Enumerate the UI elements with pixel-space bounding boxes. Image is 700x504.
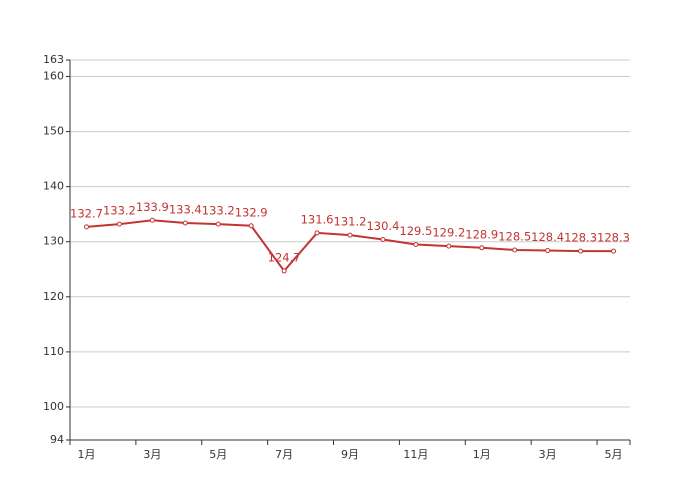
point: [248, 223, 254, 229]
x-tick-label: 5月: [209, 448, 227, 461]
value-label: 128.4: [531, 230, 564, 244]
value-label: 129.5: [399, 224, 432, 238]
point: [479, 245, 485, 251]
y-tick-label: 110: [43, 345, 64, 358]
point: [83, 224, 89, 230]
value-label: 131.2: [334, 215, 367, 229]
value-label: 133.2: [103, 204, 136, 218]
y-tick-label: 100: [43, 400, 64, 413]
x-tick-label: 3月: [143, 448, 161, 461]
x-tick-label: 9月: [341, 448, 359, 461]
point: [347, 232, 353, 238]
y-tick-label: 150: [43, 125, 64, 138]
value-label: 129.2: [432, 226, 465, 240]
value-label: 128.3: [564, 231, 597, 245]
point: [182, 220, 188, 226]
y-tick-label: 140: [43, 180, 64, 193]
point: [578, 248, 584, 254]
point: [512, 247, 518, 253]
point: [611, 248, 617, 254]
value-label: 132.9: [235, 205, 268, 219]
value-label: 128.3: [597, 231, 630, 245]
y-tick-label: 94: [50, 433, 64, 446]
point: [545, 248, 551, 254]
point: [116, 221, 122, 227]
y-tick-label: 120: [43, 290, 64, 303]
point: [149, 217, 155, 223]
x-tick-label: 1月: [473, 448, 491, 461]
value-label: 133.4: [169, 203, 202, 217]
value-label: 133.9: [136, 200, 169, 214]
point: [314, 230, 320, 236]
y-tick-label: 130: [43, 235, 64, 248]
point: [215, 221, 221, 227]
x-tick-label: 3月: [539, 448, 557, 461]
value-label: 131.6: [301, 212, 334, 226]
point: [446, 243, 452, 249]
y-tick-label: 160: [43, 70, 64, 83]
y-tick-label: 163: [43, 53, 64, 66]
x-tick-label: 7月: [275, 448, 293, 461]
value-label: 130.4: [366, 219, 399, 233]
value-label: 128.9: [465, 227, 498, 241]
point: [281, 268, 287, 274]
point: [413, 241, 419, 247]
x-tick-label: 1月: [77, 448, 95, 461]
point: [380, 237, 386, 243]
value-label: 124.7: [268, 250, 301, 264]
value-label: 128.5: [498, 230, 531, 244]
x-tick-label: 5月: [605, 448, 623, 461]
x-tick-label: 11月: [403, 448, 428, 461]
value-label: 133.2: [202, 204, 235, 218]
value-label: 132.7: [70, 206, 103, 220]
